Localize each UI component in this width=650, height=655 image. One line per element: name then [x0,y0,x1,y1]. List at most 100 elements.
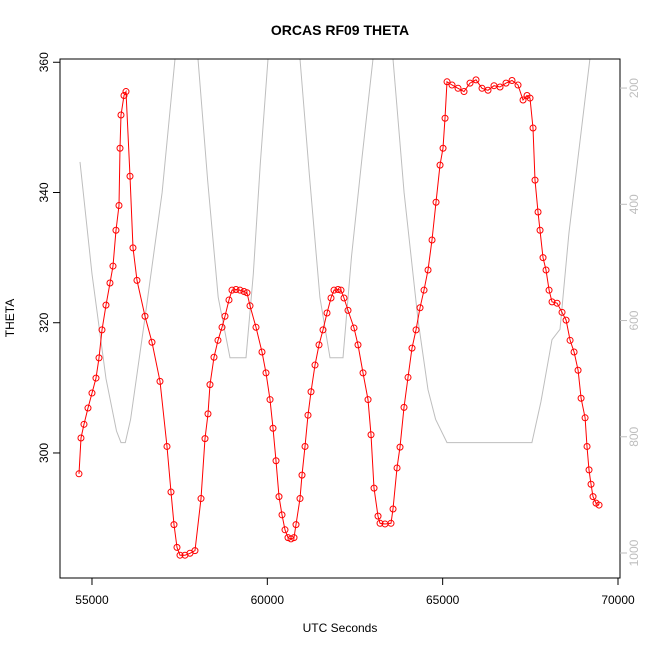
data-point [577,394,585,402]
y2-tick-label: 1000 [627,539,641,566]
data-point [88,389,96,397]
data-point [519,96,527,104]
data-point [290,534,298,542]
data-point [214,336,222,344]
data-point [95,354,103,362]
data-point [98,326,106,334]
data-point [428,236,436,244]
series-line [79,59,591,444]
data-point [191,547,199,555]
data-point [77,434,85,442]
chart-title: ORCAS RF09 THETA [271,22,409,38]
data-point [581,414,589,422]
data-point [221,312,229,320]
data-point [432,198,440,206]
data-point [315,341,323,349]
data-point [478,84,486,92]
data-point [502,79,510,87]
x-axis-label: UTC Seconds [303,621,378,635]
data-point [167,488,175,496]
data-point [587,480,595,488]
data-point [526,94,534,102]
data-point [319,326,327,334]
data-point [548,298,556,306]
data-point [173,543,181,551]
data-point [424,266,432,274]
data-point [354,341,362,349]
data-point [252,323,260,331]
data-point [364,396,372,404]
data-point [272,457,280,465]
data-point [393,464,401,472]
data-point [204,410,212,418]
series-line [78,79,600,556]
data-point [129,244,137,252]
data-point [389,505,397,513]
data-point [350,324,358,332]
data-point [536,226,544,234]
data-point [472,76,480,84]
data-point [531,176,539,184]
y-tick-label: 340 [37,182,51,202]
data-point [514,81,522,89]
y-axis-label: THETA [3,299,17,337]
data-point [574,366,582,374]
data-point [116,144,124,152]
data-point [558,308,566,316]
data-point [396,443,404,451]
data-point [156,377,164,385]
plot-area [75,59,603,559]
data-point [120,91,128,99]
data-point [439,144,447,152]
data-point [566,336,574,344]
data-point [112,226,120,234]
data-point [236,286,244,294]
data-point [583,442,591,450]
data-point [141,312,149,320]
data-point [117,111,125,119]
data-point [412,326,420,334]
data-point [340,294,348,302]
x-tick-label: 70000 [601,593,635,607]
data-point [197,495,205,503]
data-point [301,442,309,450]
data-point [562,316,570,324]
data-point [370,484,378,492]
data-point [206,381,214,389]
data-point [542,266,550,274]
y-tick-label: 320 [37,312,51,332]
data-point [243,289,251,297]
data-point [330,286,338,294]
data-point [278,511,286,519]
data-point [201,435,209,443]
data-point [460,88,468,96]
data-point [337,286,345,294]
data-point [275,493,283,501]
data-point [374,512,382,520]
plot-box [59,58,621,579]
x-tick-label: 65000 [426,593,460,607]
data-point [269,424,277,432]
data-point [170,521,178,529]
data-point [232,286,240,294]
data-point [281,526,289,534]
data-point [75,470,83,478]
data-point [176,551,184,559]
data-point [84,404,92,412]
data-point [441,114,449,122]
x-tick-label: 55000 [75,593,109,607]
y-tick-label: 360 [37,52,51,72]
data-point [210,353,218,361]
data-point [126,172,134,180]
data-point [262,369,270,377]
data-point [80,420,88,428]
data-point [298,471,306,479]
data-point [416,304,424,312]
data-point [92,374,100,382]
data-point [304,411,312,419]
data-point [258,348,266,356]
data-point [376,519,384,527]
data-point [595,501,603,509]
data-point [246,302,254,310]
